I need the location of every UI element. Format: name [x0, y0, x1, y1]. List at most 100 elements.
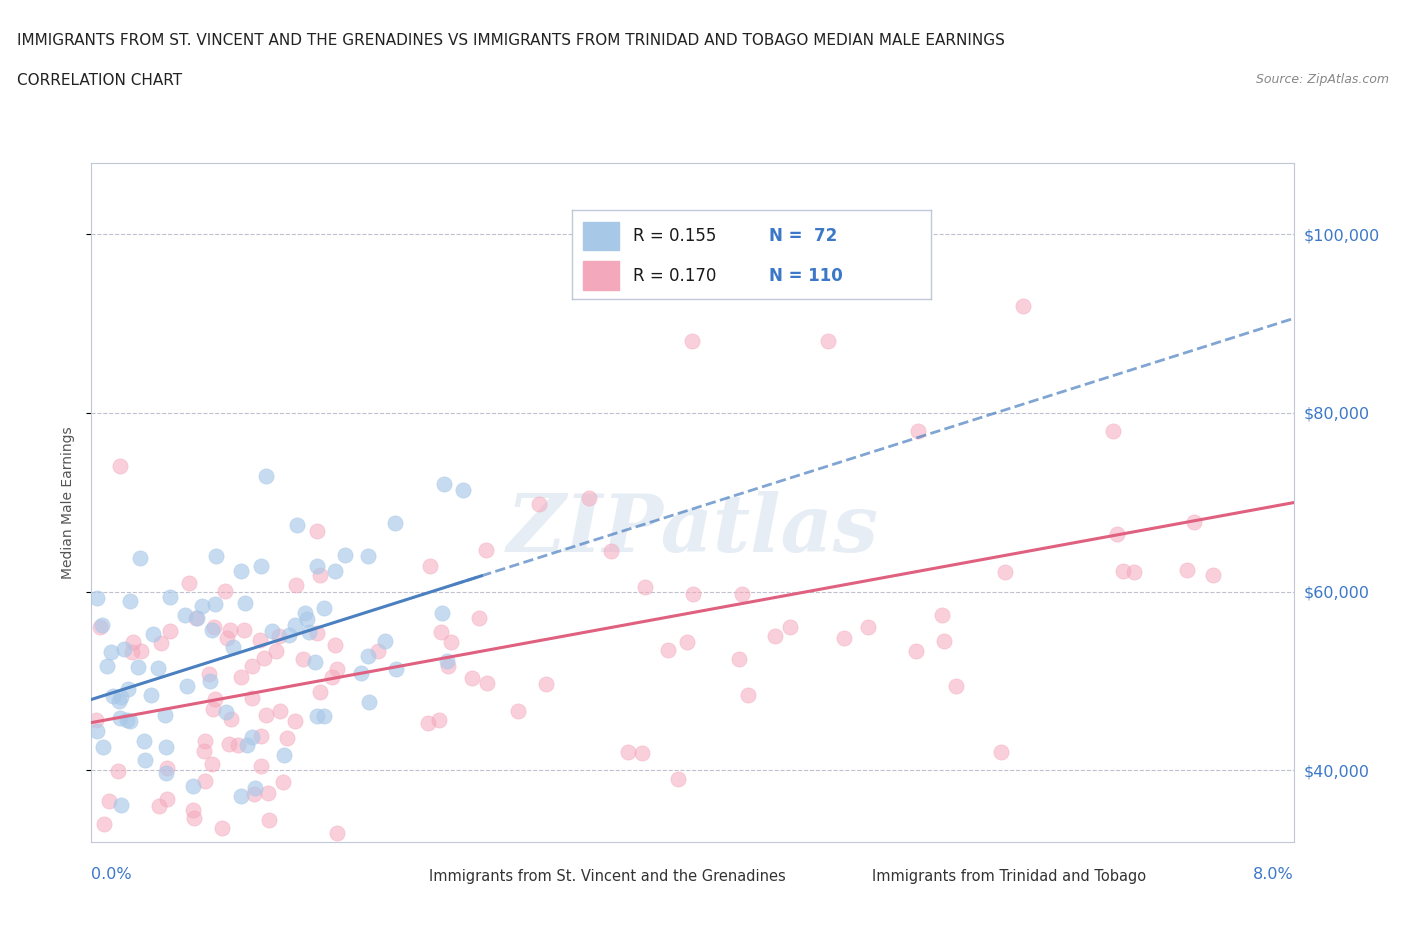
Point [155, 765, 177, 780]
Point [326, 662, 349, 677]
Point [298, 625, 321, 640]
Point [285, 517, 308, 532]
Point [309, 567, 332, 582]
Point [201, 756, 224, 771]
Point [250, 559, 273, 574]
Point [357, 695, 380, 710]
Bar [583, 221, 619, 250]
Point [1175, 563, 1198, 578]
Point [599, 544, 621, 559]
Point [630, 746, 652, 761]
Point [945, 678, 967, 693]
Point [309, 684, 332, 699]
Point [112, 642, 135, 657]
Point [817, 334, 839, 349]
Point [86, 591, 108, 605]
Text: N = 110: N = 110 [769, 267, 844, 285]
Point [257, 786, 280, 801]
Point [779, 620, 801, 635]
Point [200, 673, 222, 688]
Point [134, 734, 156, 749]
Point [728, 651, 751, 666]
Point [142, 626, 165, 641]
Point [737, 688, 759, 703]
Point [468, 611, 491, 626]
Point [250, 758, 273, 773]
Point [994, 565, 1017, 579]
Point [253, 650, 276, 665]
Point [121, 635, 143, 650]
Point [93, 817, 115, 831]
Point [260, 623, 283, 638]
Point [107, 764, 129, 778]
Point [666, 772, 689, 787]
Point [285, 578, 308, 592]
Point [96, 658, 118, 673]
Point [460, 671, 482, 685]
Y-axis label: Median Male Earnings: Median Male Earnings [60, 426, 75, 578]
Point [204, 692, 226, 707]
Point [91, 618, 114, 632]
Point [108, 694, 131, 709]
Point [159, 624, 181, 639]
Point [1112, 564, 1135, 578]
Point [323, 638, 346, 653]
Point [416, 715, 439, 730]
Point [617, 745, 640, 760]
Text: CORRELATION CHART: CORRELATION CHART [17, 73, 181, 87]
Point [321, 670, 343, 684]
Point [249, 632, 271, 647]
Point [254, 708, 277, 723]
Point [990, 745, 1012, 760]
Point [433, 477, 456, 492]
Point [305, 524, 328, 538]
Point [148, 799, 170, 814]
Point [139, 687, 162, 702]
Point [357, 549, 380, 564]
Point [219, 622, 242, 637]
Point [198, 666, 221, 681]
Point [243, 780, 266, 795]
Point [131, 644, 153, 658]
Point [240, 691, 263, 706]
Point [907, 423, 929, 438]
Point [578, 491, 600, 506]
Point [682, 587, 704, 602]
Point [451, 483, 474, 498]
Point [159, 590, 181, 604]
Point [257, 812, 280, 827]
Point [155, 739, 177, 754]
Point [98, 793, 121, 808]
Point [202, 619, 225, 634]
Point [218, 737, 240, 751]
Point [292, 652, 315, 667]
Point [204, 596, 226, 611]
Point [529, 497, 551, 512]
Point [832, 631, 855, 645]
Point [184, 852, 207, 867]
Point [214, 584, 236, 599]
Point [233, 622, 256, 637]
Point [429, 625, 451, 640]
Point [305, 709, 328, 724]
Point [436, 658, 458, 673]
Point [276, 731, 298, 746]
Point [236, 737, 259, 752]
Point [367, 644, 389, 658]
Text: Immigrants from St. Vincent and the Grenadines: Immigrants from St. Vincent and the Gren… [429, 869, 786, 883]
Point [856, 619, 879, 634]
Point [101, 688, 124, 703]
Point [932, 633, 955, 648]
Point [115, 713, 138, 728]
Point [427, 712, 450, 727]
Point [149, 636, 172, 651]
Point [193, 743, 215, 758]
Text: N =  72: N = 72 [769, 227, 838, 245]
Point [314, 708, 336, 723]
Point [201, 622, 224, 637]
Point [436, 653, 458, 668]
Text: IMMIGRANTS FROM ST. VINCENT AND THE GRENADINES VS IMMIGRANTS FROM TRINIDAD AND T: IMMIGRANTS FROM ST. VINCENT AND THE GREN… [17, 33, 1005, 47]
Point [1102, 423, 1125, 438]
Point [264, 644, 287, 658]
Point [294, 605, 316, 620]
